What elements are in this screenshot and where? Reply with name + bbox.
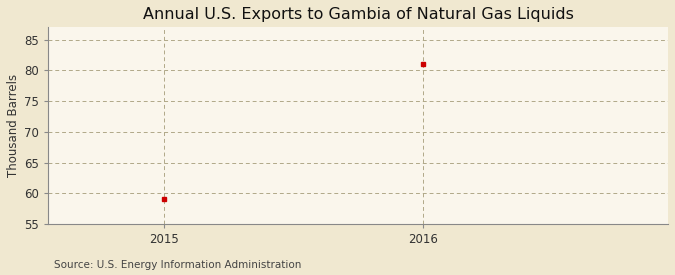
Title: Annual U.S. Exports to Gambia of Natural Gas Liquids: Annual U.S. Exports to Gambia of Natural… [142, 7, 574, 22]
Y-axis label: Thousand Barrels: Thousand Barrels [7, 74, 20, 177]
Text: Source: U.S. Energy Information Administration: Source: U.S. Energy Information Administ… [54, 260, 301, 270]
